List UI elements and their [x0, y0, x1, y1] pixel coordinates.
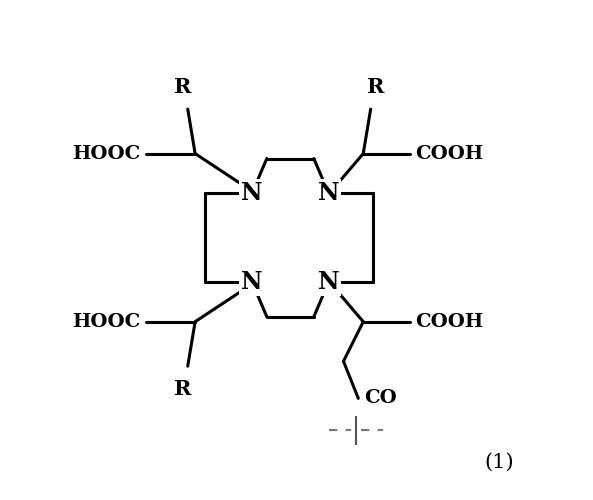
Text: R: R: [174, 76, 192, 96]
Text: N: N: [318, 181, 339, 205]
Text: COOH: COOH: [415, 312, 483, 330]
Text: HOOC: HOOC: [72, 144, 141, 162]
Text: R: R: [367, 76, 384, 96]
Text: CO: CO: [364, 390, 397, 407]
Text: N: N: [241, 181, 263, 205]
Text: R: R: [174, 378, 192, 398]
Text: (1): (1): [484, 453, 514, 472]
Text: COOH: COOH: [415, 144, 483, 162]
Text: N: N: [241, 270, 263, 294]
Text: N: N: [318, 270, 339, 294]
Text: HOOC: HOOC: [72, 312, 141, 330]
